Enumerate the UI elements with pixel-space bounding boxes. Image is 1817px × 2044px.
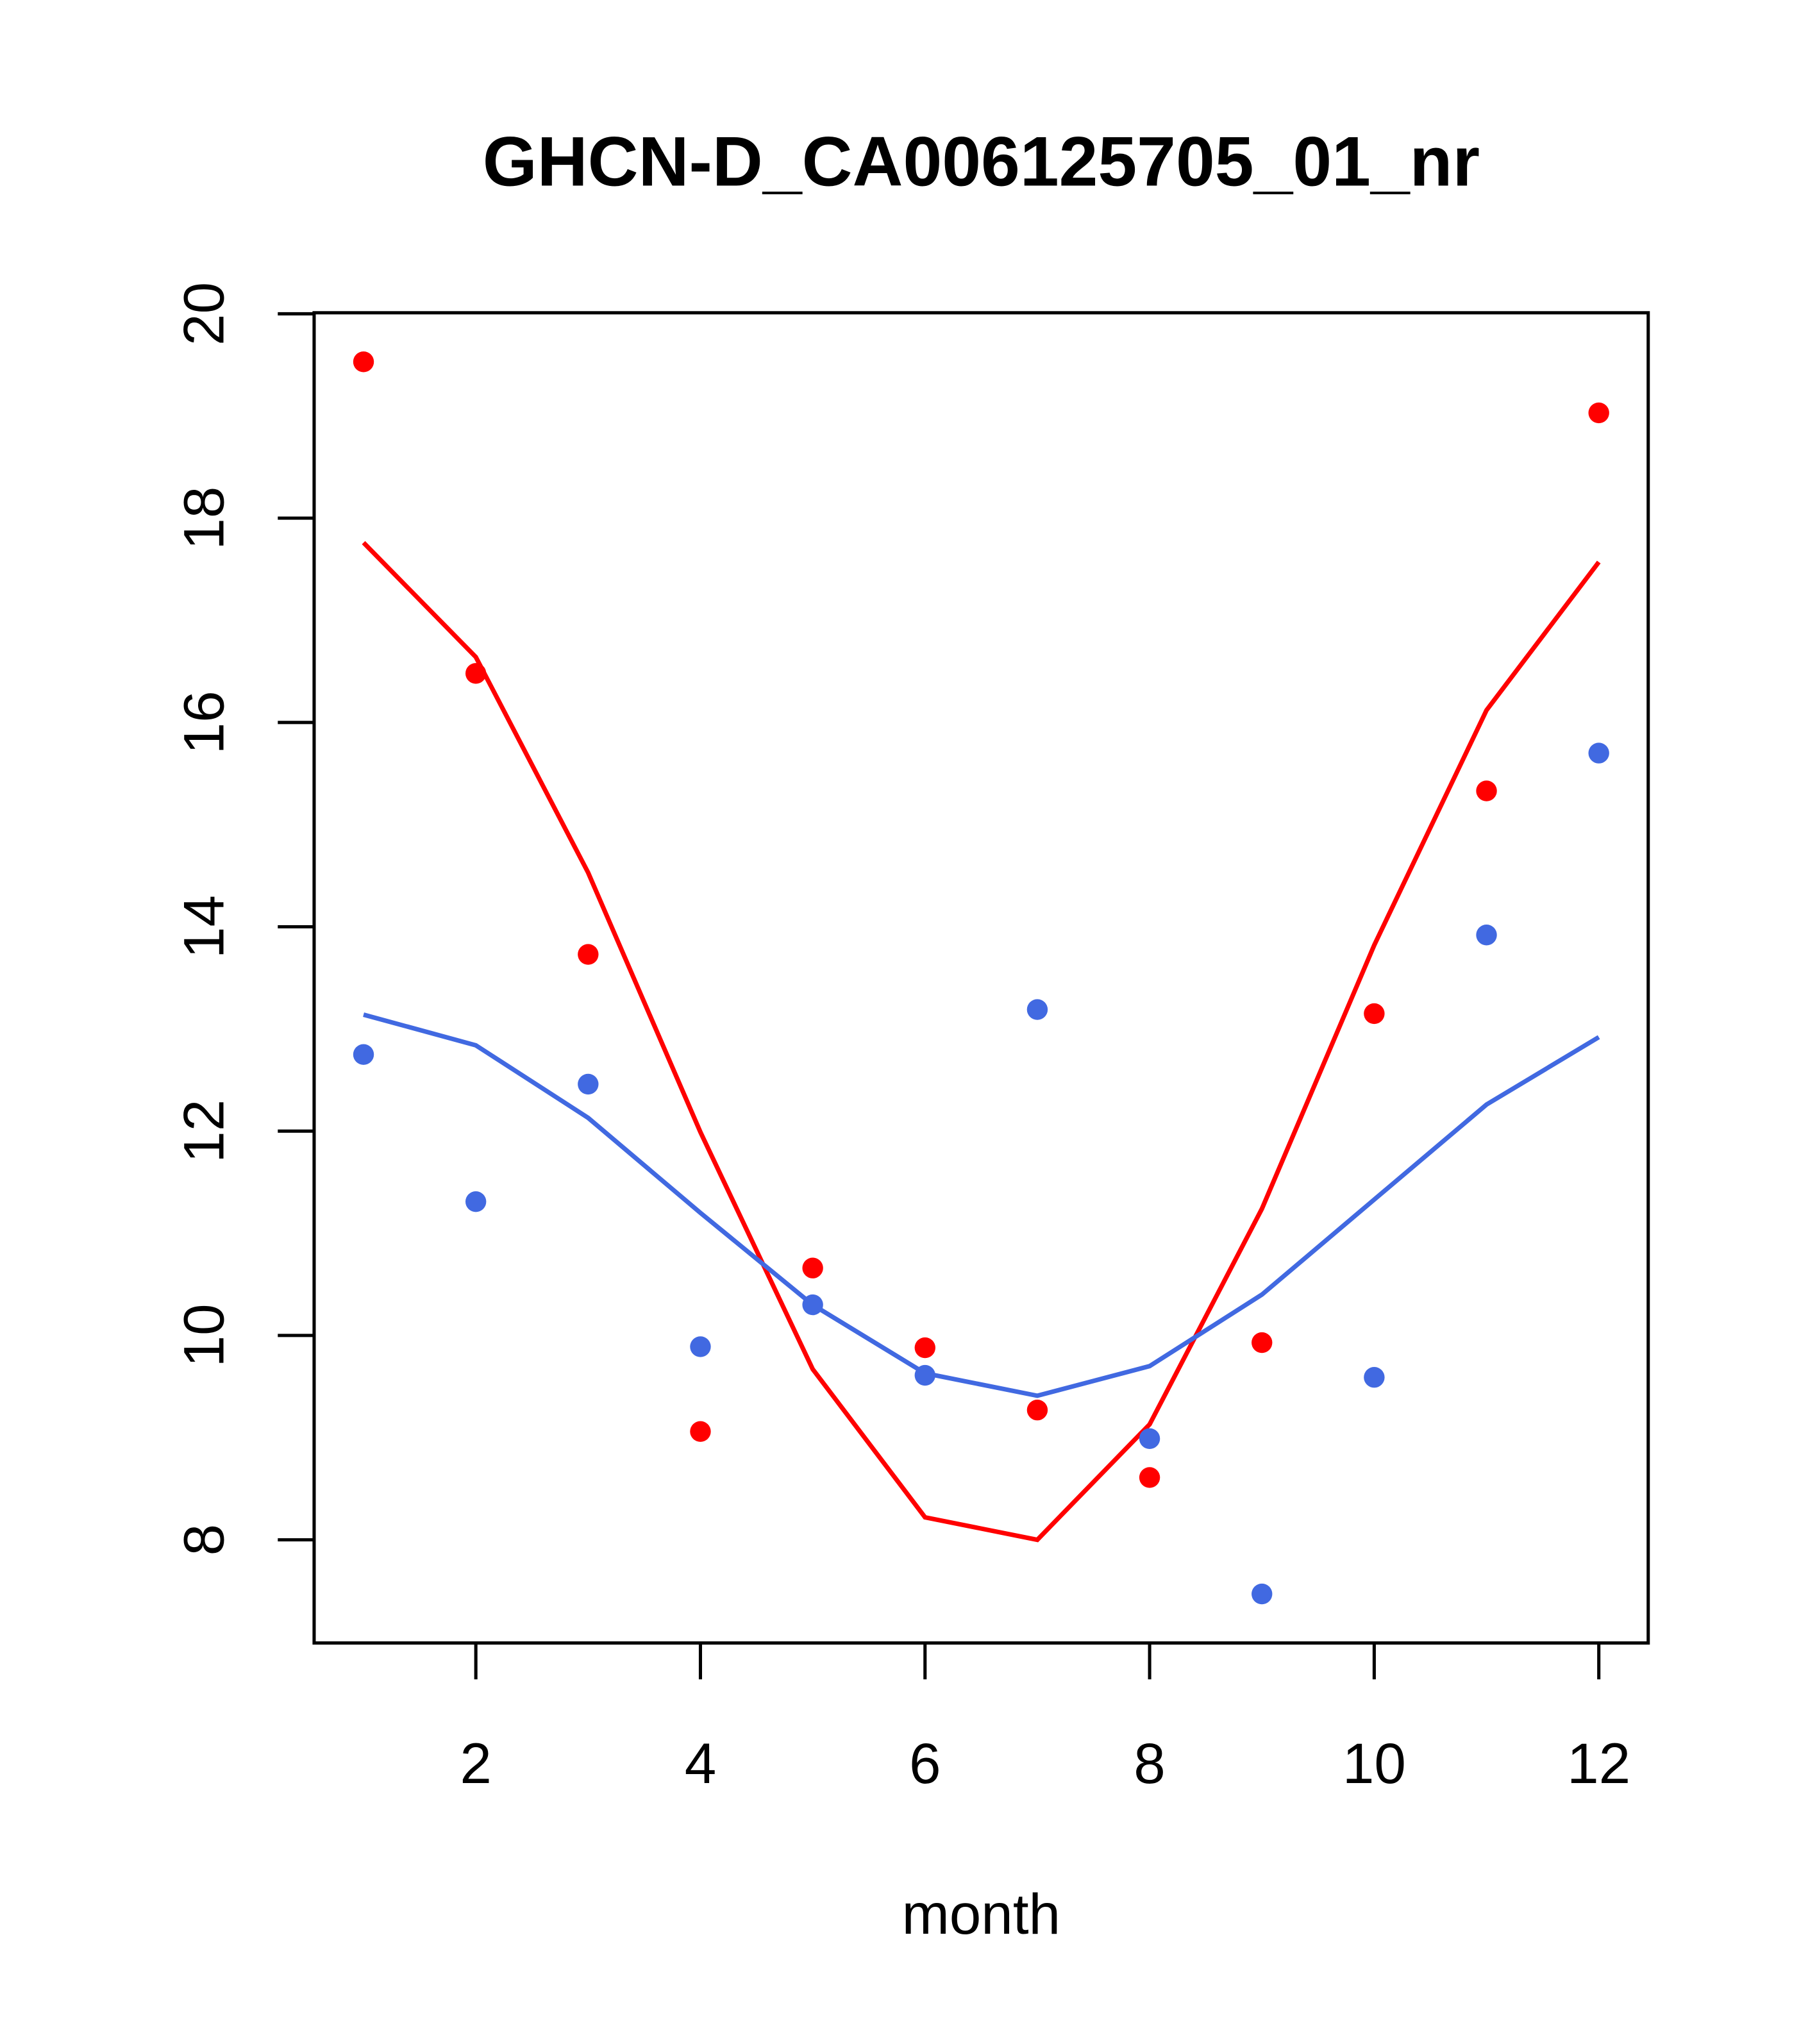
x-tick-label: 8 (1134, 1731, 1166, 1795)
x-axis: 2 4 6 8 10 12 (460, 1643, 1630, 1795)
blue-point (1364, 1367, 1385, 1388)
blue-point (1476, 925, 1497, 946)
x-tick-label: 10 (1343, 1731, 1406, 1795)
red-point (1252, 1332, 1273, 1353)
y-tick-label: 16 (171, 691, 235, 754)
x-tick-label: 6 (909, 1731, 941, 1795)
x-tick-label: 12 (1567, 1731, 1630, 1795)
blue-point (465, 1191, 487, 1212)
blue-point (1026, 999, 1048, 1020)
blue-point (802, 1294, 823, 1316)
y-tick-label: 20 (171, 282, 235, 346)
y-tick-label: 8 (171, 1524, 235, 1556)
plot-frame (312, 311, 1650, 1645)
chart-title: GHCN-D_CA006125705_01_nr (483, 122, 1480, 201)
blue-point (1252, 1583, 1273, 1605)
red-point (578, 944, 599, 965)
x-tick-label: 4 (685, 1731, 717, 1795)
red-point (1476, 780, 1497, 801)
y-axis: 8 10 12 14 16 18 20 (171, 282, 314, 1555)
red-point (690, 1421, 711, 1442)
red-line (362, 540, 1601, 1543)
blue-point (1139, 1428, 1160, 1450)
y-tick-label: 18 (171, 487, 235, 550)
red-point (353, 351, 374, 373)
series-layer (353, 351, 1609, 1605)
red-point (914, 1337, 935, 1359)
red-point (1139, 1467, 1160, 1488)
x-axis-label: month (902, 1882, 1061, 1946)
blue-point (914, 1364, 935, 1386)
y-tick-label: 12 (171, 1100, 235, 1163)
blue-point (353, 1044, 374, 1065)
blue-point (690, 1336, 711, 1357)
red-point (465, 663, 487, 684)
blue-point (578, 1073, 599, 1095)
red-point (1588, 402, 1609, 424)
red-point (1364, 1003, 1385, 1025)
y-tick-label: 14 (171, 895, 235, 959)
y-tick-label: 10 (171, 1303, 235, 1367)
x-tick-label: 2 (460, 1731, 492, 1795)
blue-point (1588, 742, 1609, 764)
red-point (1026, 1400, 1048, 1421)
blue-line (363, 1012, 1600, 1398)
red-point (802, 1257, 823, 1278)
